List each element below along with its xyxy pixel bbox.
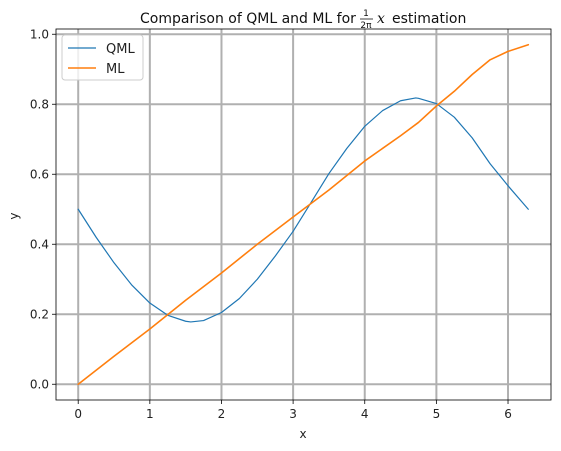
x-tick-label: 6 — [504, 407, 512, 421]
x-axis-ticks: 0 1 2 3 4 5 6 — [74, 400, 512, 421]
grid — [56, 29, 551, 400]
x-tick-label: 3 — [289, 407, 297, 421]
y-tick-label: 0.4 — [30, 237, 49, 251]
series-line-qml — [77, 97, 529, 323]
y-tick-label: 0.2 — [30, 307, 49, 321]
x-tick-label: 1 — [146, 407, 154, 421]
title-frac-denominator: 2π — [360, 21, 372, 31]
plot-frame — [55, 28, 552, 401]
y-axis-ticks: 0.0 0.2 0.4 0.6 0.8 1.0 — [30, 27, 56, 391]
x-tick-label: 0 — [74, 407, 82, 421]
title-frac-numerator: 1 — [363, 9, 369, 19]
legend-label-ml: ML — [106, 62, 125, 77]
title-math-x: x — [377, 11, 385, 27]
y-tick-label: 1.0 — [30, 27, 49, 41]
x-tick-label: 4 — [361, 407, 369, 421]
legend-label-qml: QML — [106, 42, 135, 57]
y-axis-label: y — [7, 212, 21, 219]
series-line-ml — [77, 43, 530, 386]
title-prefix: Comparison of QML and ML for — [140, 11, 356, 27]
x-tick-label: 5 — [433, 407, 441, 421]
y-tick-label: 0.6 — [30, 167, 49, 181]
series-layer — [77, 43, 530, 386]
chart-title: Comparison of QML and ML for 1 2π x esti… — [140, 9, 466, 31]
title-suffix: estimation — [392, 11, 466, 27]
legend: QML ML — [61, 34, 144, 81]
plot-area — [55, 28, 552, 401]
x-axis-label: x — [299, 427, 306, 441]
y-tick-label: 0.8 — [30, 97, 49, 111]
x-tick-label: 2 — [218, 407, 226, 421]
y-tick-label: 0.0 — [30, 377, 49, 391]
